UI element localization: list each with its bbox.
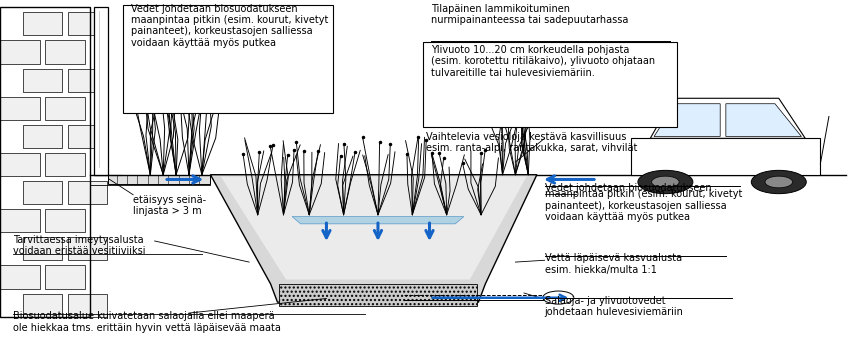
Bar (68, 181, 107, 204)
Text: Vettä läpäisevä kasvualusta
esim. hiekka/multa 1:1: Vettä läpäisevä kasvualusta esim. hiekka… (545, 253, 682, 274)
FancyBboxPatch shape (423, 42, 677, 127)
Text: Vedet johdetaan biosuodatukseen: Vedet johdetaan biosuodatukseen (131, 4, 298, 13)
Text: Vaihtelevia vesioloja kestävä kasvillisuus
esim. ranta-alpi, rantakukka, sarat, : Vaihtelevia vesioloja kestävä kasvillisu… (426, 132, 637, 153)
Bar (45, 209, 85, 232)
Bar (0, 153, 40, 176)
Bar (0, 7, 90, 317)
Text: Vedet johdetaan biosuodatukseen: Vedet johdetaan biosuodatukseen (545, 183, 711, 193)
Text: maanpintaa pitkin (esim. kourut, kivetyt
painanteet), korkeustasojen salliessa
v: maanpintaa pitkin (esim. kourut, kivetyt… (131, 15, 329, 48)
Bar (22, 237, 62, 260)
Bar (68, 294, 107, 317)
Text: maanpintaa pitkin (esim. kourut, kivetyt
painanteet), korkeustasojen salliessa
v: maanpintaa pitkin (esim. kourut, kivetyt… (545, 189, 742, 222)
Circle shape (765, 176, 793, 188)
Bar (0, 40, 40, 64)
Bar (279, 284, 477, 306)
Bar (0, 265, 40, 289)
Bar (45, 153, 85, 176)
Bar (0, 209, 40, 232)
Polygon shape (654, 104, 720, 136)
Text: Tarvittaessa imeytysalusta
voidaan eristää vesitiiviiksi: Tarvittaessa imeytysalusta voidaan erist… (13, 235, 145, 256)
Bar (22, 12, 62, 35)
Text: Biosuodatusalue kuivatetaan salaojalla ellei maaperä
ole hiekkaa tms. erittäin h: Biosuodatusalue kuivatetaan salaojalla e… (13, 311, 281, 333)
Bar (68, 12, 107, 35)
Bar (94, 7, 108, 175)
Text: Salaoja- ja ylivuotovedet
johdetaan hulevesiviemäriin: Salaoja- ja ylivuotovedet johdetaan hule… (545, 296, 684, 317)
Bar (0, 97, 40, 120)
Bar (108, 175, 210, 184)
Circle shape (652, 176, 679, 188)
Circle shape (543, 291, 574, 304)
Bar (45, 40, 85, 64)
Bar (68, 125, 107, 148)
Bar (68, 68, 107, 92)
Text: etäisyys seinä-
linjasta > 3 m: etäisyys seinä- linjasta > 3 m (133, 195, 206, 216)
Circle shape (638, 170, 693, 194)
FancyBboxPatch shape (123, 5, 333, 113)
Text: Tilapäinen lammikoituminen
nurmipainanteessa tai sadepuutarhassa: Tilapäinen lammikoituminen nurmipainante… (431, 4, 629, 25)
Bar (22, 294, 62, 317)
Polygon shape (221, 177, 527, 280)
Polygon shape (726, 104, 801, 136)
Polygon shape (292, 217, 464, 224)
Bar (68, 237, 107, 260)
Polygon shape (210, 175, 537, 302)
Bar (22, 68, 62, 92)
Bar (22, 181, 62, 204)
Polygon shape (650, 98, 805, 138)
Bar (45, 265, 85, 289)
Circle shape (752, 170, 807, 194)
Bar (45, 97, 85, 120)
Text: Ylivuoto 10...20 cm korkeudella pohjasta
(esim. korotettu ritiläkaivo), ylivuoto: Ylivuoto 10...20 cm korkeudella pohjasta… (431, 45, 655, 78)
Bar (22, 125, 62, 148)
Bar (631, 138, 820, 175)
